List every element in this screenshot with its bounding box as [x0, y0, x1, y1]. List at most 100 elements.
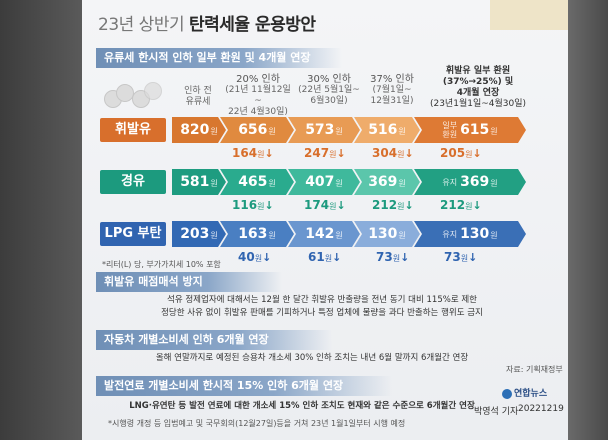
- header-col2: 30% 인하 (22년 5월1일~ 6월30일): [294, 74, 364, 107]
- unit-label: 원: [268, 179, 276, 188]
- corner-decoration: [490, 0, 568, 30]
- lpg-dec1-value: 40: [238, 250, 255, 264]
- lpg-dec1: 40원↓: [238, 250, 271, 264]
- unit-note: *리터(L) 당, 부가가치세 10% 포함: [102, 260, 221, 269]
- diesel-col4-prefix: 유지: [442, 177, 458, 187]
- gasoline-dec1-value: 164: [232, 146, 258, 160]
- down-arrow-icon: ↓: [264, 199, 274, 212]
- diesel-dec4: 212원↓: [440, 198, 482, 212]
- hoarding-text-line1: 석유 정제업자에 대해서는 12월 한 달간 휘발유 반출량을 전년 동기 대비…: [167, 295, 477, 305]
- down-arrow-icon: ↓: [264, 147, 274, 160]
- lpg-col2-value: 142: [305, 226, 335, 242]
- unit-label: 원: [210, 231, 218, 240]
- source-label: 자료: 기획재정부: [506, 365, 563, 374]
- section-header-fuel-tax: 유류세 한시적 인하 일부 환원 및 4개월 연장: [96, 48, 342, 68]
- gasoline-dec4: 205원↓: [440, 146, 482, 160]
- unit-label: 원: [257, 202, 265, 211]
- gasoline-prefix-line1: 일부: [442, 121, 458, 130]
- reporter-name: 박영석 기자: [474, 407, 519, 417]
- title-part2: 탄력세율 운용방안: [189, 15, 316, 35]
- diesel-dec2-value: 174: [304, 198, 330, 212]
- unit-label: 원: [324, 254, 333, 263]
- yonhap-logo: 연합뉴스: [502, 386, 547, 399]
- unit-label: 원: [210, 127, 218, 136]
- lpg-col4-value: 130: [460, 226, 490, 242]
- diesel-dec1-value: 116: [232, 198, 258, 212]
- header-col4-line4: (23년1월1일~4월30일): [429, 99, 527, 109]
- unit-label: 원: [490, 179, 498, 188]
- gasoline-col4: 일부 환원 615원: [414, 117, 526, 143]
- down-arrow-icon: ↓: [332, 251, 342, 264]
- header-col4-line2: (37%→25%) 및: [442, 77, 514, 87]
- down-arrow-icon: ↓: [404, 147, 414, 160]
- diesel-col2: 407원: [288, 169, 360, 195]
- right-background: [568, 0, 608, 440]
- diesel-col1-value: 465: [238, 174, 268, 190]
- unit-label: 원: [254, 254, 263, 263]
- unit-label: 원: [398, 179, 406, 188]
- unit-label: 원: [257, 150, 265, 159]
- lpg-col3: 130원: [354, 221, 420, 247]
- diesel-col3-value: 369: [368, 174, 398, 190]
- unit-label: 원: [398, 127, 406, 136]
- publish-date: 20221219: [518, 404, 564, 414]
- unit-label: 원: [210, 179, 218, 188]
- row-label-lpg: LPG 부탄: [100, 222, 166, 246]
- lpg-before-value: 203: [180, 226, 210, 242]
- lpg-col1: 163원: [220, 221, 294, 247]
- coins-icon: [102, 82, 162, 110]
- header-before-line1: 인하 전: [184, 86, 212, 96]
- lpg-col2: 142원: [288, 221, 360, 247]
- gasoline-col2: 573원: [288, 117, 360, 143]
- gasoline-dec1: 164원↓: [232, 146, 274, 160]
- logo-mark-icon: [502, 388, 512, 399]
- lpg-dec3-value: 73: [376, 250, 393, 264]
- row-label-diesel: 경유: [100, 170, 166, 194]
- lpg-dec4-value: 73: [444, 250, 461, 264]
- title-part1: 23년 상반기: [98, 15, 185, 35]
- unit-label: 원: [465, 202, 473, 211]
- gasoline-col3: 516원: [354, 117, 420, 143]
- unit-label: 원: [490, 127, 498, 136]
- gasoline-before: 820원: [172, 117, 226, 143]
- car-tax-text: 올해 연말까지로 예정된 승용차 개소세 30% 인하 조치는 내년 6월 말까…: [155, 353, 469, 363]
- diesel-dec3-value: 212: [372, 198, 398, 212]
- diesel-col4: 유지 369원: [414, 169, 526, 195]
- lpg-dec3: 73원↓: [376, 250, 409, 264]
- unit-label: 원: [335, 179, 343, 188]
- diesel-col4-value: 369: [460, 174, 490, 190]
- unit-label: 원: [335, 231, 343, 240]
- header-col4-line1: 휘발유 일부 환원: [445, 66, 511, 76]
- gasoline-col1-value: 656: [238, 122, 268, 138]
- lpg-col4-prefix: 유지: [442, 229, 458, 239]
- unit-label: 원: [329, 150, 337, 159]
- power-fuel-text: LNG·유연탄 등 발전 연료에 대한 개소세 15% 인하 조치도 현재와 같…: [129, 401, 475, 411]
- lpg-before: 203원: [172, 221, 226, 247]
- header-col1: 20% 인하 (21년 11월12일~ 22년 4월30일): [222, 74, 294, 118]
- down-arrow-icon: ↓: [336, 147, 346, 160]
- unit-label: 원: [398, 231, 406, 240]
- gasoline-dec4-value: 205: [440, 146, 466, 160]
- down-arrow-icon: ↓: [400, 251, 410, 264]
- gasoline-before-value: 820: [180, 122, 210, 138]
- unit-label: 원: [397, 150, 405, 159]
- band-gasoline: 820원 656원 573원 516원 일부 환원 615원: [172, 117, 526, 143]
- band-diesel: 581원 465원 407원 369원 유지 369원: [172, 169, 526, 195]
- header-before: 인하 전 유류세: [174, 86, 222, 108]
- unit-label: 원: [268, 231, 276, 240]
- gasoline-dec2-value: 247: [304, 146, 330, 160]
- unit-label: 원: [460, 254, 469, 263]
- section-header-power-fuel: 발전연료 개별소비세 한시적 15% 인하 6개월 연장: [96, 376, 392, 396]
- lpg-dec4: 73원↓: [444, 250, 477, 264]
- gasoline-dec3-value: 304: [372, 146, 398, 160]
- header-col2-line2: (22년 5월1일~: [298, 85, 360, 95]
- diesel-dec2: 174원↓: [304, 198, 346, 212]
- footnote: *시행령 개정 등 입법예고 및 국무회의(12월27일)등을 거쳐 23년 1…: [108, 419, 406, 428]
- hoarding-text-line2: 정당한 사유 없이 휘발유 판매를 기피하거나 특정 업체에 물량을 과다 반출…: [161, 308, 483, 318]
- header-col1-line3: 22년 4월30일): [228, 107, 288, 117]
- diesel-col1: 465원: [220, 169, 294, 195]
- unit-label: 원: [465, 150, 473, 159]
- diesel-before: 581원: [172, 169, 226, 195]
- gasoline-dec2: 247원↓: [304, 146, 346, 160]
- header-col2-line3: 6월30일): [310, 96, 348, 106]
